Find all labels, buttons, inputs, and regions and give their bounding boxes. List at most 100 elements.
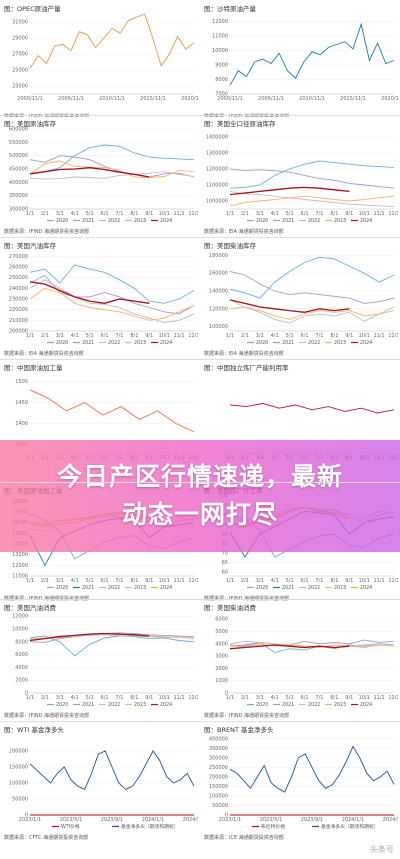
x-tick-label: 6/1 xyxy=(101,578,109,584)
y-tick-label: 150000 xyxy=(209,784,228,790)
x-tick-label: 2023/9/1 xyxy=(101,817,123,823)
x-tick-label: 2/1 xyxy=(41,695,49,701)
legend-label: 2020 xyxy=(256,218,268,224)
x-tick-label: 3/1 xyxy=(256,211,264,217)
legend-label: 2022 xyxy=(308,340,320,346)
x-tick-label: 2005/11/1 xyxy=(258,96,284,102)
x-tick-label: 9/1 xyxy=(145,695,153,701)
series-line xyxy=(229,195,395,207)
chart-title: 图：沙特原油产量 xyxy=(204,5,256,13)
x-tick-label: 9/1 xyxy=(145,211,153,217)
chart-plot: 180000 160000 140000 120000 100000 1/1 2/1 3/1 4… xyxy=(209,253,398,346)
legend-label: 2023 xyxy=(134,585,146,591)
x-tick-label: 2020/11/1 xyxy=(181,96,198,102)
chart-source: 数据来源：IFIND 海通期货投资咨询部 xyxy=(4,229,90,235)
x-tick-label: 4/1 xyxy=(271,211,279,217)
x-tick-label: 6/1 xyxy=(101,211,109,217)
x-tick-label: 12/1 xyxy=(388,333,398,339)
legend-label: 2020 xyxy=(56,702,68,708)
chart-source: 数据来源：CFTC 海通期货投资咨询部 xyxy=(4,835,89,841)
x-tick-label: 11/1 xyxy=(373,695,384,701)
series-line xyxy=(229,299,395,324)
chart-title: 图：OPEC原油产量 xyxy=(4,5,61,13)
x-tick-label: 7/1 xyxy=(115,578,123,584)
y-tick-label: 2000 xyxy=(215,666,228,672)
legend-label: 2021 xyxy=(82,340,94,346)
x-tick-label: 2010/11/1 xyxy=(299,96,325,102)
y-tick-label: 350000 xyxy=(209,746,228,752)
chart-title: 图：中国原油加工量 xyxy=(4,364,63,372)
y-tick-label: 300000 xyxy=(209,755,228,761)
y-tick-label: 65 xyxy=(222,560,228,566)
y-tick-label: 1400000 xyxy=(206,135,228,141)
y-tick-label: 12000 xyxy=(212,19,228,25)
x-tick-label: 6/1 xyxy=(301,333,309,339)
chart-source: 数据来源：EIA 海通期货投资咨询部 xyxy=(204,229,284,235)
chart-plot: 6000 5000 4000 3000 2000 1000 01/1 2/1 3/1 4/1 5/1… xyxy=(215,617,398,708)
series-line xyxy=(29,264,195,304)
series-line xyxy=(29,287,195,321)
x-tick-label: 10/1 xyxy=(159,211,170,217)
y-tick-label: 31000 xyxy=(12,20,28,26)
legend-label: 基金净多头（期货和期权） xyxy=(121,823,179,830)
legend-label: 2023 xyxy=(334,340,346,346)
legend-label: 2021 xyxy=(282,340,294,346)
series-line xyxy=(29,167,150,178)
row-divider xyxy=(0,721,400,722)
x-tick-label: 10/1 xyxy=(159,695,170,701)
y-tick-label: 13000 xyxy=(12,552,28,558)
x-tick-label: 2023/9/1 xyxy=(301,817,323,823)
x-tick-label: 2000/11/1 xyxy=(217,96,243,102)
y-tick-label: 10000 xyxy=(12,627,28,633)
x-tick-label: 11/1 xyxy=(373,578,384,584)
x-tick-label: 6/1 xyxy=(301,578,309,584)
x-tick-label: 12/1 xyxy=(388,578,398,584)
y-tick-label: 1000000 xyxy=(206,199,228,205)
x-tick-label: 5/1 xyxy=(286,333,294,339)
x-tick-label: 11/1 xyxy=(173,211,184,217)
x-tick-label: 8/1 xyxy=(130,695,138,701)
x-tick-label: 1/1 xyxy=(26,578,34,584)
legend-label: 2022 xyxy=(308,702,320,708)
y-tick-label: 5000 xyxy=(215,629,228,635)
chart-panel: 图：美国柴油消费 6000 5000 4000 3000 2000 1000 0 1/1 2/1 3… xyxy=(202,601,398,721)
chart-source: 数据来源：EIA 海通期货投资咨询部 xyxy=(4,351,84,357)
x-tick-label: 5/1 xyxy=(286,695,294,701)
y-tick-label: 11000 xyxy=(212,33,228,39)
legend-label: 2021 xyxy=(82,585,94,591)
legend-label: 2024 xyxy=(160,585,172,591)
y-tick-label: 2000 xyxy=(15,678,28,684)
x-tick-label: 2024/1/1 xyxy=(142,817,164,823)
series-line xyxy=(229,256,395,299)
x-tick-label: 9/1 xyxy=(345,211,353,217)
x-tick-label: 12/1 xyxy=(388,211,398,217)
row-divider xyxy=(0,599,400,600)
legend-label: 2024 xyxy=(160,218,172,224)
y-tick-label: 250000 xyxy=(209,765,228,771)
x-tick-label: 2/1 xyxy=(41,333,49,339)
legend-label: 2023 xyxy=(134,340,146,346)
legend-label: 2022 xyxy=(308,585,320,591)
y-tick-label: 60 xyxy=(222,570,228,576)
x-tick-label: 10/1 xyxy=(159,578,170,584)
x-tick-label: 2005/11/1 xyxy=(58,96,84,102)
legend-label: 2023 xyxy=(334,702,346,708)
y-tick-label: 550000 xyxy=(9,140,28,146)
row-divider xyxy=(0,237,400,238)
x-tick-label: 1/1 xyxy=(226,578,234,584)
y-tick-label: 100000 xyxy=(9,781,28,787)
x-tick-label: 2000/11/1 xyxy=(17,96,43,102)
x-tick-label: 6/1 xyxy=(301,211,309,217)
y-tick-label: 240000 xyxy=(9,286,28,292)
legend-label: 2023 xyxy=(334,218,346,224)
x-tick-label: 5/1 xyxy=(86,578,94,584)
x-tick-label: 8/1 xyxy=(330,333,338,339)
x-tick-label: 12/1 xyxy=(188,211,198,217)
x-tick-label: 3/1 xyxy=(56,695,64,701)
y-tick-label: 7000 xyxy=(215,92,228,98)
legend-label: 2020 xyxy=(256,702,268,708)
y-tick-label: 200000 xyxy=(9,329,28,335)
x-tick-label: 2015/11/1 xyxy=(340,96,366,102)
y-tick-label: 150000 xyxy=(9,765,28,771)
series-line xyxy=(29,274,195,315)
